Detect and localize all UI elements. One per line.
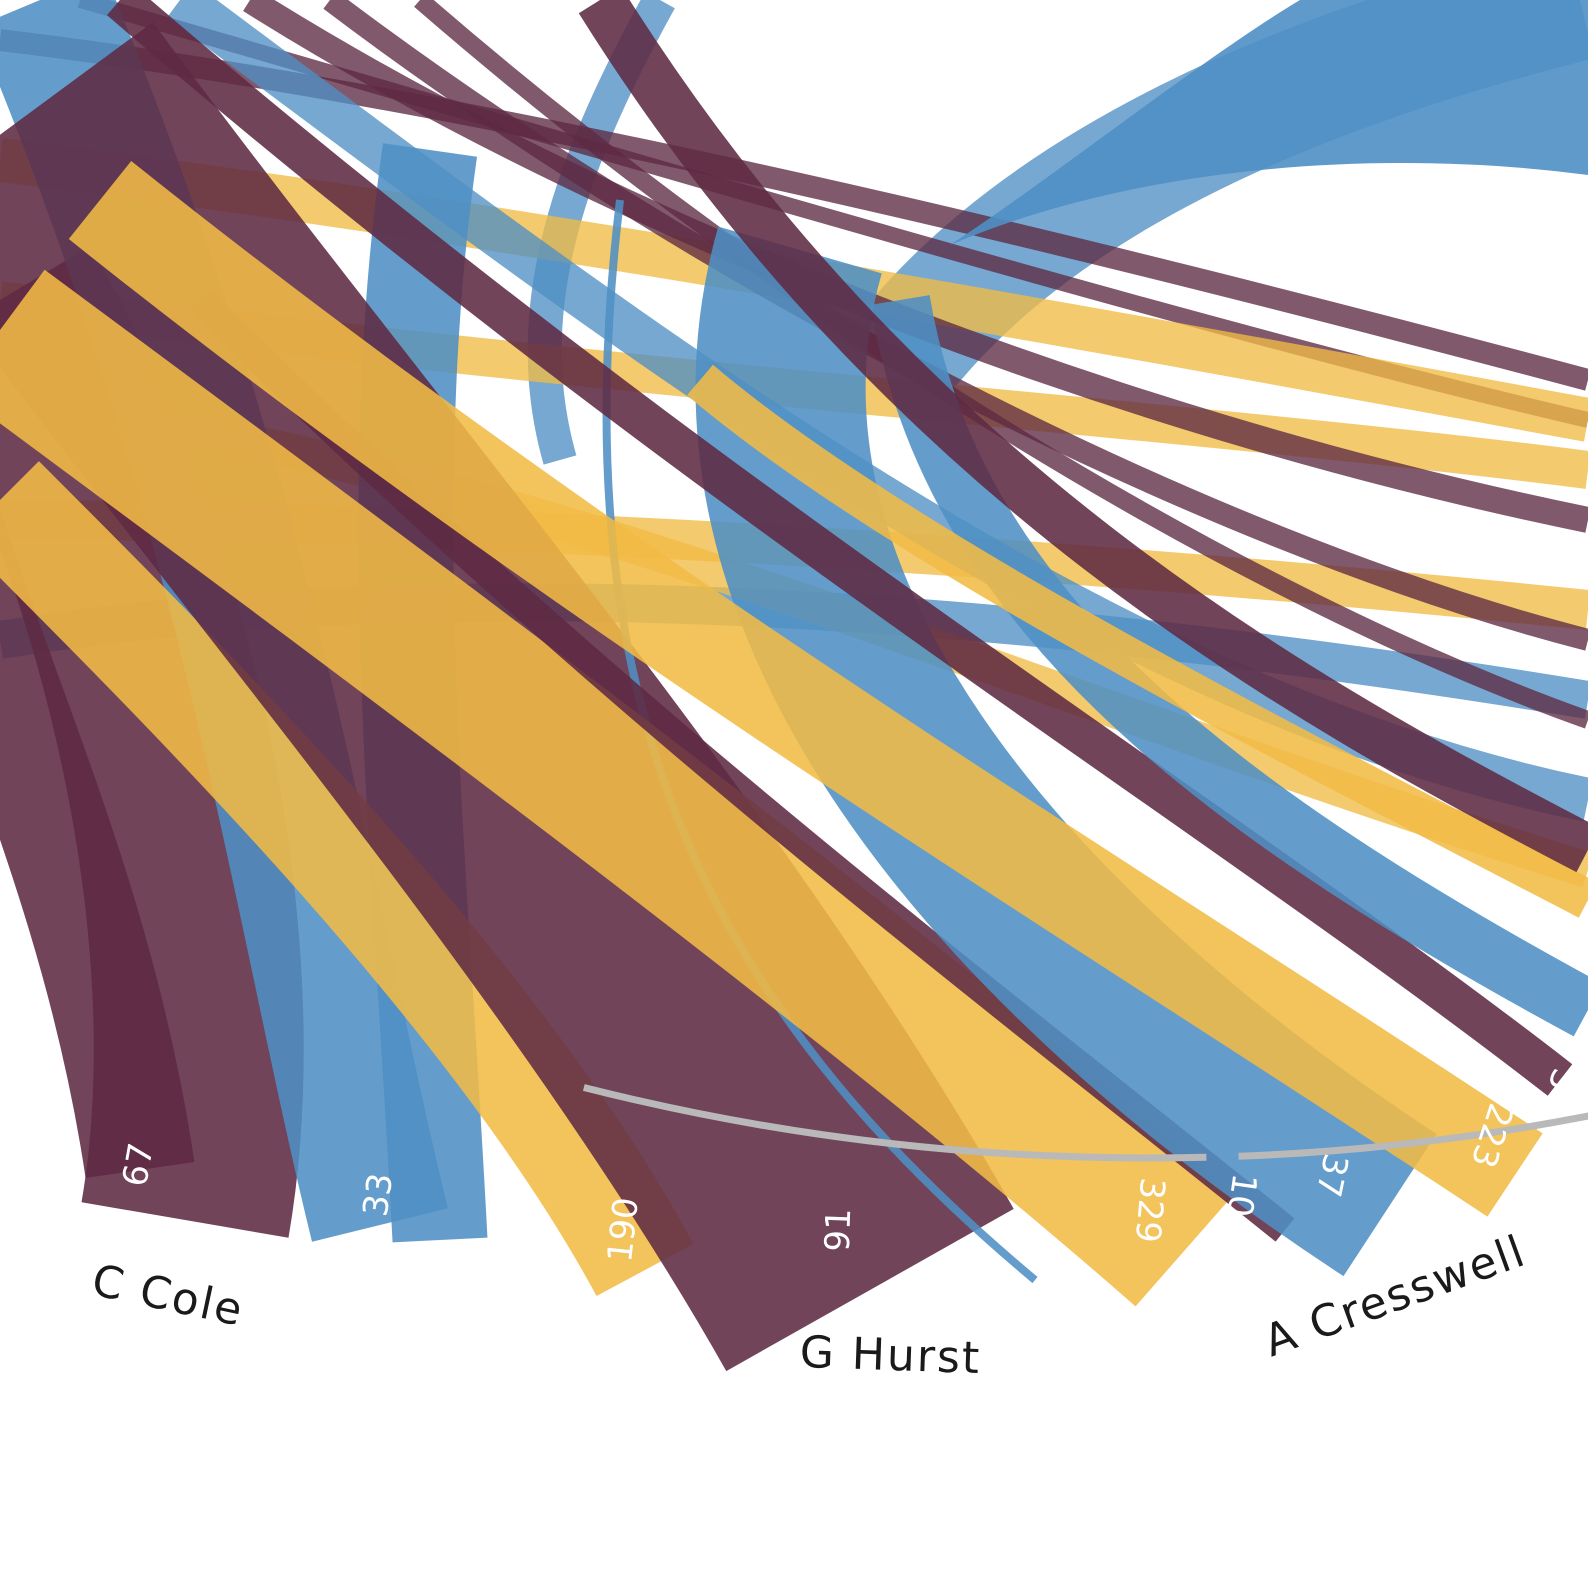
ribbon-blue: [950, 0, 1588, 245]
segment-value-label: 329: [1127, 1176, 1173, 1244]
ribbon-claret: [578, 0, 1588, 873]
ribbon-claret: [414, 0, 1588, 729]
segment-value-label: 37: [1307, 1150, 1355, 1201]
group-ring: [582, 1084, 1207, 1162]
ribbon-gold: [68, 160, 1543, 1217]
ribbon-gold: [0, 269, 1235, 1307]
ribbon-claret: [106, 0, 1573, 1096]
player-label: C Cole: [88, 1255, 249, 1337]
ribbon-layer: [0, 0, 1588, 1372]
player-label: A Cresswell: [1257, 1225, 1532, 1367]
group-ring: [1238, 1112, 1588, 1160]
player-label: G Hurst: [799, 1327, 982, 1384]
segment-value-label: 190: [600, 1195, 647, 1264]
ribbon-gold: [687, 364, 1588, 918]
segment-value-label: 33: [356, 1171, 402, 1219]
ribbon-claret: [0, 507, 195, 1179]
ribbon-gold: [0, 461, 694, 1297]
segment-value-label: 67: [115, 1140, 162, 1190]
segment-value-label: 91: [818, 1208, 859, 1253]
ring-layer: [582, 1084, 1588, 1162]
segment-value-label: 10: [1219, 1171, 1265, 1219]
